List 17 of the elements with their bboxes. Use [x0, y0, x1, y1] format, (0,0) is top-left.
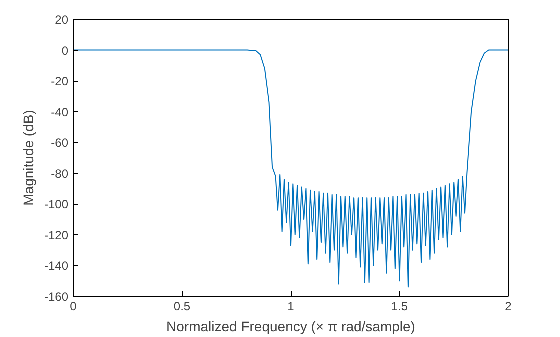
y-tick-label: -160: [44, 290, 69, 304]
y-tick-label: 0: [62, 44, 69, 58]
x-tick-label: 0: [70, 300, 78, 314]
y-tick-label: -40: [51, 105, 69, 120]
x-tick-label: 2: [505, 300, 512, 314]
x-axis-title: Normalized Frequency (× π rad/sample): [166, 318, 416, 334]
y-tick-label: -80: [51, 166, 69, 181]
x-tick-label: 0.5: [174, 300, 191, 314]
y-tick-label: 20: [55, 13, 69, 27]
y-tick-label: -100: [44, 198, 69, 212]
y-tick-label: -20: [51, 74, 69, 89]
x-tick-label: 1: [288, 300, 295, 314]
y-tick-label: -140: [44, 259, 69, 274]
y-axis-title: Magnitude (dB): [20, 110, 36, 206]
x-tick-label: 1.5: [391, 300, 408, 314]
y-tick-label: -60: [51, 136, 69, 150]
y-tick-label: -120: [44, 228, 69, 242]
